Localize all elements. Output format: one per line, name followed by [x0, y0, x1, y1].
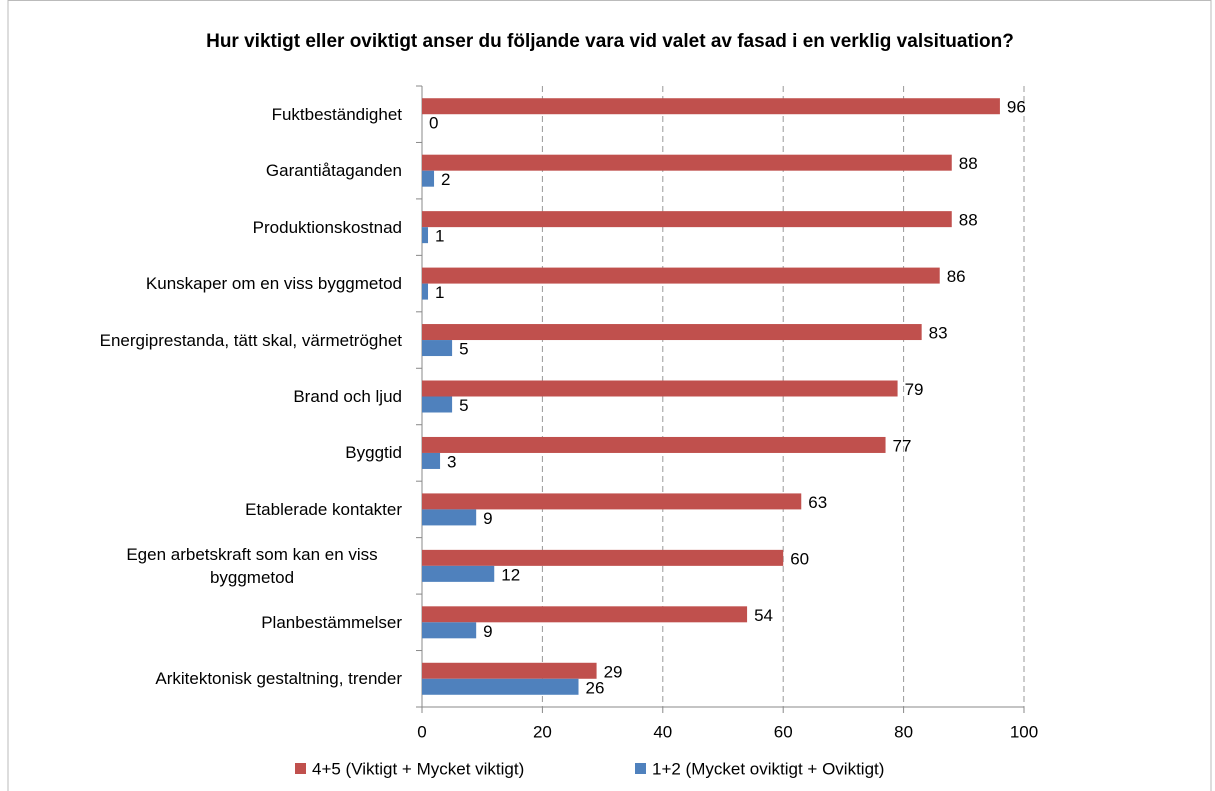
- y-tick-label: Arkitektonisk gestaltning, trender: [155, 669, 402, 689]
- bar: [422, 436, 886, 453]
- bar: [422, 396, 453, 413]
- legend-swatch: [295, 763, 306, 774]
- data-label: 77: [893, 436, 912, 455]
- bar: [422, 622, 477, 639]
- bar: [422, 380, 898, 397]
- x-tick-label: 40: [653, 722, 672, 741]
- bar: [422, 509, 477, 526]
- data-label: 88: [959, 154, 978, 173]
- data-label: 1: [435, 283, 444, 302]
- y-tick-label: Egen arbetskraft som kan en viss byggmet…: [126, 544, 378, 587]
- data-label: 60: [790, 549, 809, 568]
- data-label: 26: [586, 678, 605, 697]
- data-label: 3: [447, 452, 456, 471]
- y-tick-label: Brand och ljud: [293, 387, 402, 406]
- bar: [422, 452, 441, 469]
- bar: [422, 283, 429, 300]
- data-label: 79: [905, 380, 924, 399]
- chart-title: Hur viktigt eller oviktigt anser du följ…: [206, 31, 1014, 52]
- data-label: 96: [1007, 98, 1026, 117]
- bar: [422, 154, 952, 171]
- data-label: 1: [435, 227, 444, 246]
- data-label: 5: [459, 340, 468, 359]
- data-label: 9: [483, 509, 492, 528]
- data-label: 54: [754, 606, 773, 625]
- y-tick-label: Garantiåtaganden: [265, 161, 402, 181]
- bar: [422, 549, 784, 566]
- bar: [422, 227, 429, 244]
- x-tick-label: 100: [1010, 722, 1038, 741]
- data-label: 29: [604, 662, 623, 681]
- bar: [422, 606, 748, 623]
- bar: [422, 678, 579, 695]
- legend-label: 4+5 (Viktigt + Mycket viktigt): [312, 759, 524, 778]
- bar: [422, 211, 952, 228]
- legend-swatch: [635, 763, 646, 774]
- bar: [422, 170, 435, 187]
- y-tick-label: Byggtid: [345, 443, 402, 463]
- chart-border: [7, 0, 1212, 791]
- y-tick-label: Fuktbeständighet: [271, 104, 402, 124]
- bar: [422, 565, 495, 582]
- data-label: 2: [441, 170, 450, 189]
- data-label: 63: [808, 493, 827, 512]
- bar: [422, 493, 802, 510]
- y-tick-label: Energiprestanda, tätt skal, värmetröghet: [99, 330, 402, 350]
- bar: [422, 662, 597, 679]
- data-label: 88: [959, 211, 978, 230]
- x-tick-label: 0: [417, 722, 426, 741]
- bar: [422, 267, 940, 284]
- legend-label: 1+2 (Mycket oviktigt + Oviktigt): [652, 759, 884, 778]
- data-label: 86: [947, 267, 966, 286]
- bar: [422, 340, 453, 357]
- bar: [422, 324, 922, 341]
- x-tick-label: 60: [774, 722, 793, 741]
- bar: [422, 98, 1000, 115]
- data-label: 12: [501, 565, 520, 584]
- y-tick-label: Kunskaper om en viss byggmetod: [145, 274, 402, 294]
- y-tick-label: Planbestämmelser: [261, 612, 402, 632]
- data-label: 5: [459, 396, 468, 415]
- data-label: 9: [483, 622, 492, 641]
- y-tick-label: Etablerade kontakter: [245, 499, 402, 519]
- y-tick-label: Produktionskostnad: [252, 217, 402, 237]
- x-tick-label: 20: [533, 722, 552, 741]
- x-tick-label: 80: [894, 722, 913, 741]
- data-label: 83: [929, 324, 948, 343]
- data-label: 0: [429, 114, 438, 133]
